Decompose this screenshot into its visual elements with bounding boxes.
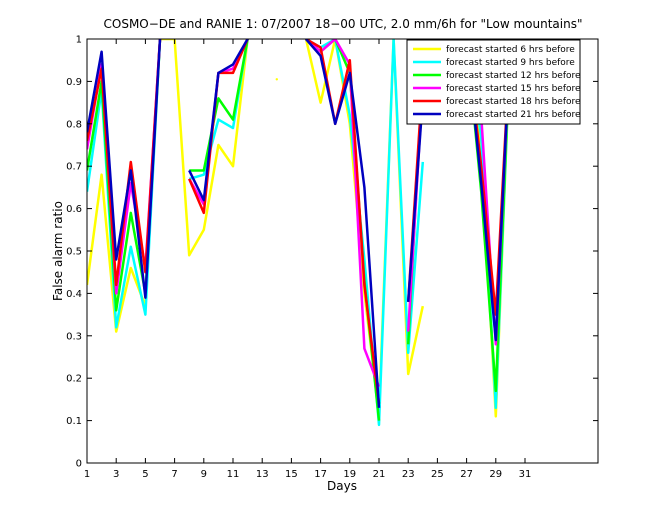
x-tick-label: 7 [171, 469, 177, 480]
x-tick-label: 31 [519, 469, 532, 480]
series-line-segment [305, 39, 381, 404]
x-tick-label: 3 [113, 469, 119, 480]
series-line-segment [305, 39, 381, 408]
y-tick-label: 0.2 [66, 374, 82, 385]
x-tick-label: 9 [201, 469, 207, 480]
legend-item: forecast started 6 hrs before [413, 45, 575, 55]
y-tick-label: 0.8 [66, 119, 82, 130]
legend: forecast started 6 hrs before forecast st… [406, 39, 581, 125]
x-tick-label: 27 [460, 469, 473, 480]
y-tick-label: 1 [76, 35, 82, 46]
y-tick-label: 0.5 [66, 247, 82, 258]
x-tick-label: 23 [402, 469, 415, 480]
legend-label: forecast started 9 hrs before [446, 58, 575, 68]
series-line-segment [406, 98, 425, 302]
x-tick-label: 13 [256, 469, 269, 480]
y-tick-label: 0.9 [66, 77, 82, 88]
legend-label: forecast started 12 hrs before [446, 71, 581, 81]
x-tick-label: 17 [314, 469, 327, 480]
series-line-segment [305, 39, 381, 388]
legend-label: forecast started 15 hrs before [446, 84, 581, 94]
y-tick-label: 0.3 [66, 331, 82, 342]
y-axis-label: False alarm ratio [51, 201, 65, 301]
legend-item: forecast started 9 hrs before [413, 58, 575, 68]
x-tick-label: 19 [343, 469, 356, 480]
x-tick-label: 15 [285, 469, 298, 480]
x-tick-label: 21 [373, 469, 386, 480]
legend-item: forecast started 21 hrs before [413, 110, 581, 120]
legend-label: forecast started 6 hrs before [446, 45, 575, 55]
series-line-segment [188, 39, 249, 202]
series-point [275, 78, 278, 81]
y-tick-label: 0.1 [66, 416, 82, 427]
legend-label: forecast started 21 hrs before [446, 110, 581, 120]
legend-item: forecast started 12 hrs before [413, 71, 581, 81]
y-tick-label: 0 [76, 459, 82, 470]
legend-label: forecast started 18 hrs before [446, 97, 581, 107]
legend-item: forecast started 18 hrs before [413, 97, 581, 107]
x-tick-label: 11 [227, 469, 240, 480]
x-tick-label: 29 [489, 469, 502, 480]
series-line-segment [189, 39, 249, 172]
series-line-segment [305, 39, 425, 427]
x-tick-label: 5 [142, 469, 148, 480]
y-tick-label: 0.6 [66, 204, 82, 215]
y-tick-label: 0.4 [66, 289, 82, 300]
chart-title: COSMO−DE and RANIE 1: 07/2007 18−00 UTC,… [104, 17, 583, 31]
x-axis-label: Days [327, 479, 357, 493]
x-tick-label: 25 [431, 469, 444, 480]
x-tick-label: 1 [84, 469, 90, 480]
legend-box [406, 39, 581, 125]
y-tick-label: 0.7 [66, 162, 82, 173]
ticks-layer: 1 3 5 7 9 11 13 15 17 19 21 23 25 27 29 3100.10.20.30.4… [66, 35, 598, 480]
series-line-segment [87, 39, 162, 299]
legend-item: forecast started 15 hrs before [413, 84, 581, 94]
